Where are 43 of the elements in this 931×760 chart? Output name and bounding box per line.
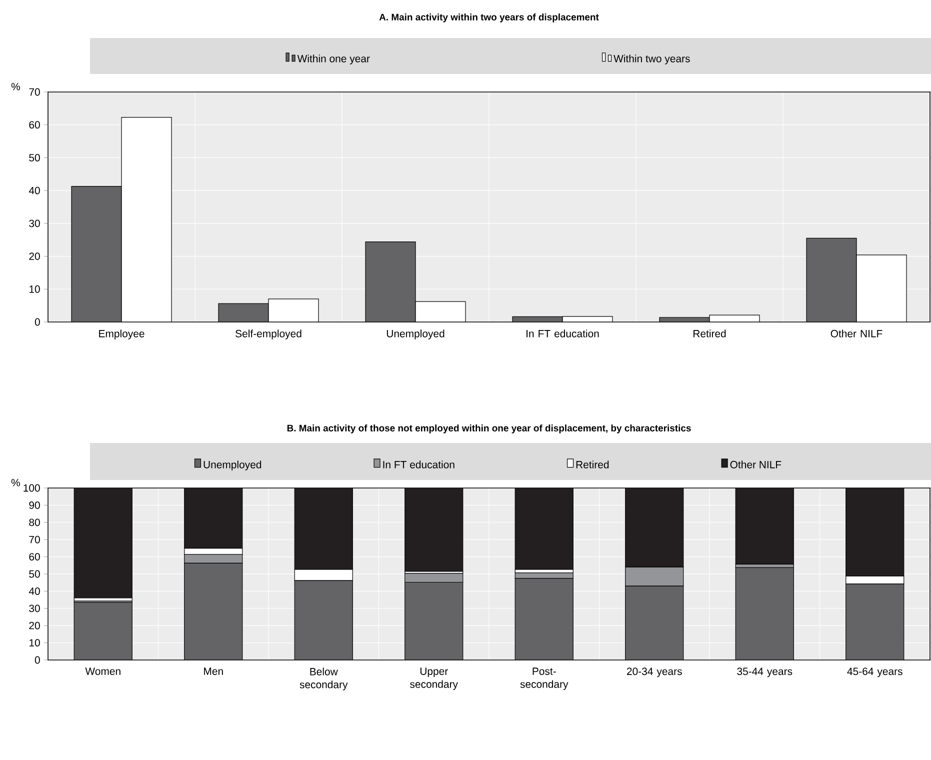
y-tick-label: 70 [29,88,40,96]
y-tick-label: 20 [29,252,40,260]
x-tick-label: Women [85,668,120,675]
x-tick-label: Men [204,668,223,675]
x-tick-label: Other NILF [830,330,882,338]
y-tick-label: 60 [29,121,40,129]
x-tick-label: Retired [694,330,726,338]
y-tick-label: 30 [29,220,40,228]
y-tick-label: 10 [30,285,40,293]
x-tick-label: In FT education [526,330,599,338]
x-tick-label: 35-44 years [737,668,792,678]
y-tick-label: 70 [29,536,40,544]
legend-label: Within two years [614,54,690,64]
x-tick-label: Post-secondary [520,668,568,690]
legend-label: Unemployed [204,460,262,470]
x-tick-label: Self-employed [236,330,302,340]
x-tick-label: Upper secondary [410,668,458,690]
y-tick-label: 20 [29,622,40,630]
y-axis-title: % [11,82,20,90]
x-tick-label: Below secondary [300,668,348,690]
x-tick-label: Unemployed [386,330,444,340]
legend-label: Within one year [297,54,370,64]
chart-title: A. Main activity within two years of displacement [379,13,599,22]
x-tick-label: Employee [99,330,144,340]
y-axis-title: % [11,478,20,486]
chart-title: B. Main activity of those not employed within one year of displacement, by characteristics [287,424,691,434]
y-tick-label: 10 [30,639,40,646]
legend-label: Other NILF [730,460,782,468]
y-tick-label: 40 [28,587,40,595]
x-tick-label: 20-34 years [627,668,682,678]
x-tick-label: 45-64 years [847,668,902,678]
y-tick-label: 80 [29,518,40,526]
y-tick-label: 0 [34,656,40,664]
y-tick-label: 30 [29,604,40,612]
y-tick-label: 40 [28,186,40,194]
y-tick-label: 90 [29,501,40,509]
y-tick-label: 60 [29,553,40,560]
legend-label: In FT education [383,460,454,468]
y-tick-label: 0 [34,318,40,326]
legend-label: Retired [576,460,609,468]
y-tick-label: 50 [29,570,40,578]
y-tick-label: 50 [29,154,40,162]
y-tick-label: 100 [24,484,40,492]
